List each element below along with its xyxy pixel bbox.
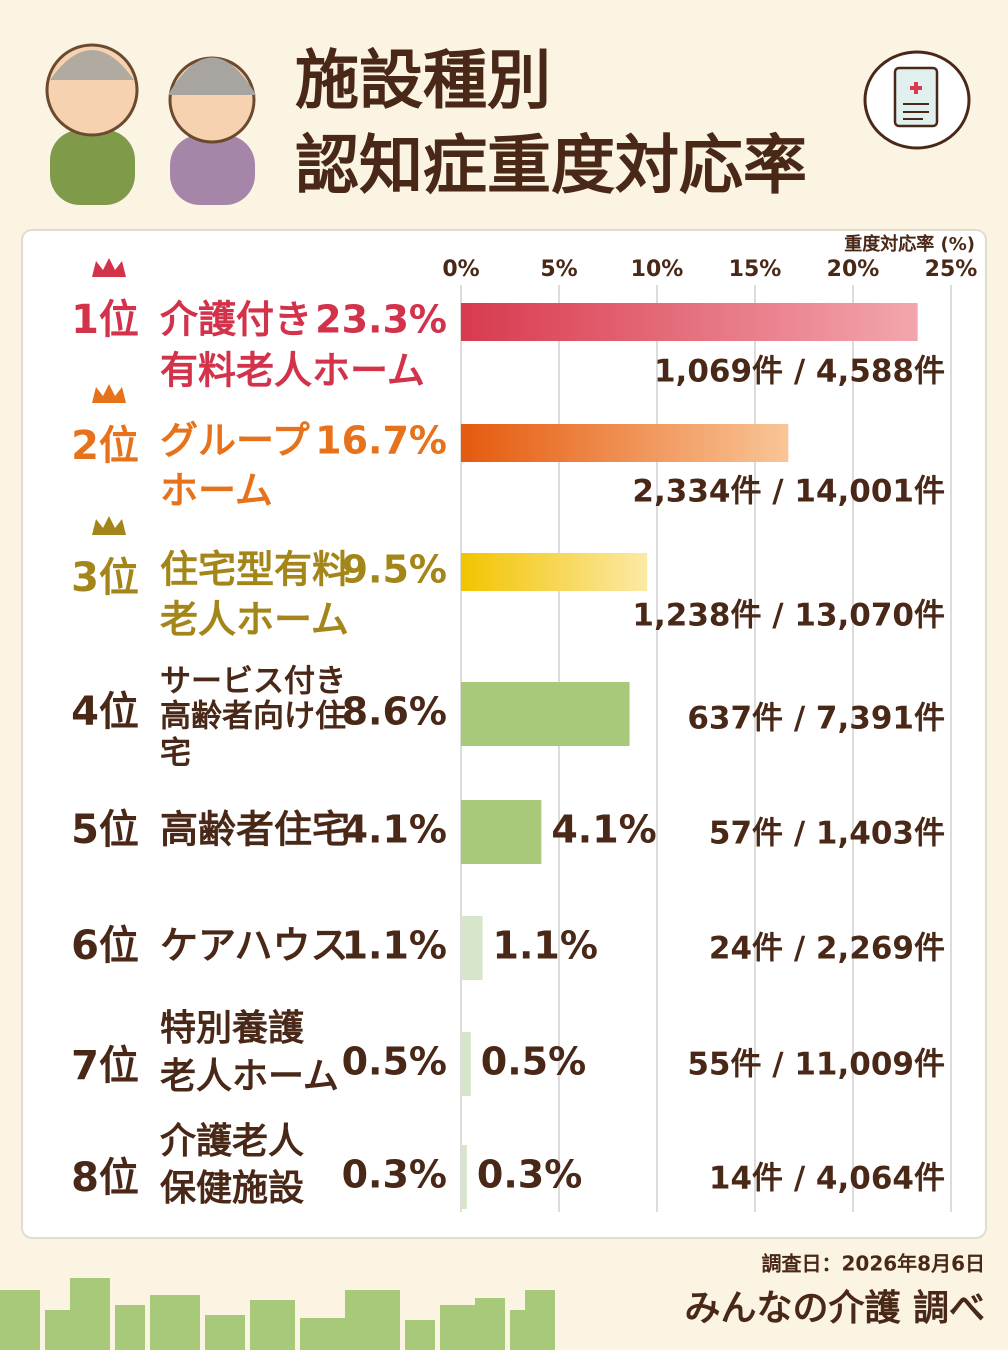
clipboard-icon <box>863 50 971 150</box>
count-label: 637件 / 7,391件 <box>687 701 945 737</box>
count-label: 1,069件 / 4,588件 <box>654 354 945 390</box>
value-label: 1.1% <box>342 924 447 968</box>
source: みんなの介護 調べ <box>684 1288 985 1329</box>
value-label: 16.7% <box>315 419 447 463</box>
rank-label: 3位 <box>71 555 139 601</box>
chart-title: 認知症重度対応率 <box>295 130 807 204</box>
category-label: 介護付き <box>160 298 312 342</box>
category-label: 高齢者住宅 <box>160 808 350 852</box>
count-label: 2,334件 / 14,001件 <box>632 474 945 510</box>
value-label: 23.3% <box>315 298 447 342</box>
bar <box>461 916 483 980</box>
bar <box>461 303 918 341</box>
category-label: グループ <box>160 419 310 463</box>
elderly-illustration <box>45 43 256 205</box>
city-skyline <box>0 1278 555 1350</box>
rank-label: 5位 <box>71 807 139 853</box>
value-label: 0.5% <box>342 1040 447 1084</box>
category-label: 宅 <box>160 736 191 772</box>
x-tick-label: 25% <box>925 257 978 282</box>
x-tick-label: 10% <box>631 257 684 282</box>
rank-label: 1位 <box>71 297 139 343</box>
count-label: 55件 / 11,009件 <box>687 1047 945 1083</box>
category-label: 老人ホーム <box>160 1056 339 1097</box>
data-label: 0.5% <box>481 1040 586 1084</box>
x-tick-label: 20% <box>827 257 880 282</box>
bar <box>461 553 648 591</box>
value-label: 9.5% <box>342 548 447 592</box>
category-label: 保健施設 <box>160 1168 304 1209</box>
category-label: 介護老人 <box>160 1121 304 1162</box>
count-label: 14件 / 4,064件 <box>709 1161 945 1197</box>
survey-date: 調査日：2026年8月6日 <box>762 1252 986 1276</box>
category-label: 特別養護 <box>160 1008 305 1049</box>
x-tick-label: 0% <box>442 257 479 282</box>
value-label: 8.6% <box>342 690 447 734</box>
rank-label: 4位 <box>71 689 139 735</box>
data-label: 4.1% <box>551 808 656 852</box>
bar <box>461 424 789 462</box>
category-label: 住宅型有料 <box>160 548 350 592</box>
bar <box>461 1032 471 1096</box>
category-label: サービス付き <box>160 664 346 700</box>
crown-icon <box>92 258 126 277</box>
category-label: ホーム <box>160 469 273 513</box>
data-label: 1.1% <box>493 924 598 968</box>
axis-title: 重度対応率 (%) <box>844 233 975 255</box>
category-label: ケアハウス <box>160 924 348 968</box>
count-label: 24件 / 2,269件 <box>709 931 945 967</box>
category-label: 有料老人ホーム <box>160 349 425 393</box>
value-label: 0.3% <box>342 1153 447 1197</box>
rank-label: 6位 <box>71 923 139 969</box>
bar <box>461 682 630 746</box>
category-label: 高齢者向け住 <box>160 699 346 735</box>
category-label: 老人ホーム <box>160 598 349 642</box>
value-label: 4.1% <box>342 808 447 852</box>
data-label: 0.3% <box>477 1153 582 1197</box>
x-tick-label: 5% <box>540 257 577 282</box>
chart-title: 施設種別 <box>295 45 551 119</box>
crown-icon <box>92 516 126 535</box>
rank-label: 2位 <box>71 423 139 469</box>
count-label: 57件 / 1,403件 <box>709 816 945 852</box>
bar <box>461 800 542 864</box>
crown-icon <box>92 384 126 403</box>
bar <box>461 1145 467 1209</box>
rank-label: 7位 <box>71 1043 139 1089</box>
x-tick-label: 15% <box>729 257 782 282</box>
rank-label: 8位 <box>71 1155 139 1201</box>
count-label: 1,238件 / 13,070件 <box>632 598 945 634</box>
